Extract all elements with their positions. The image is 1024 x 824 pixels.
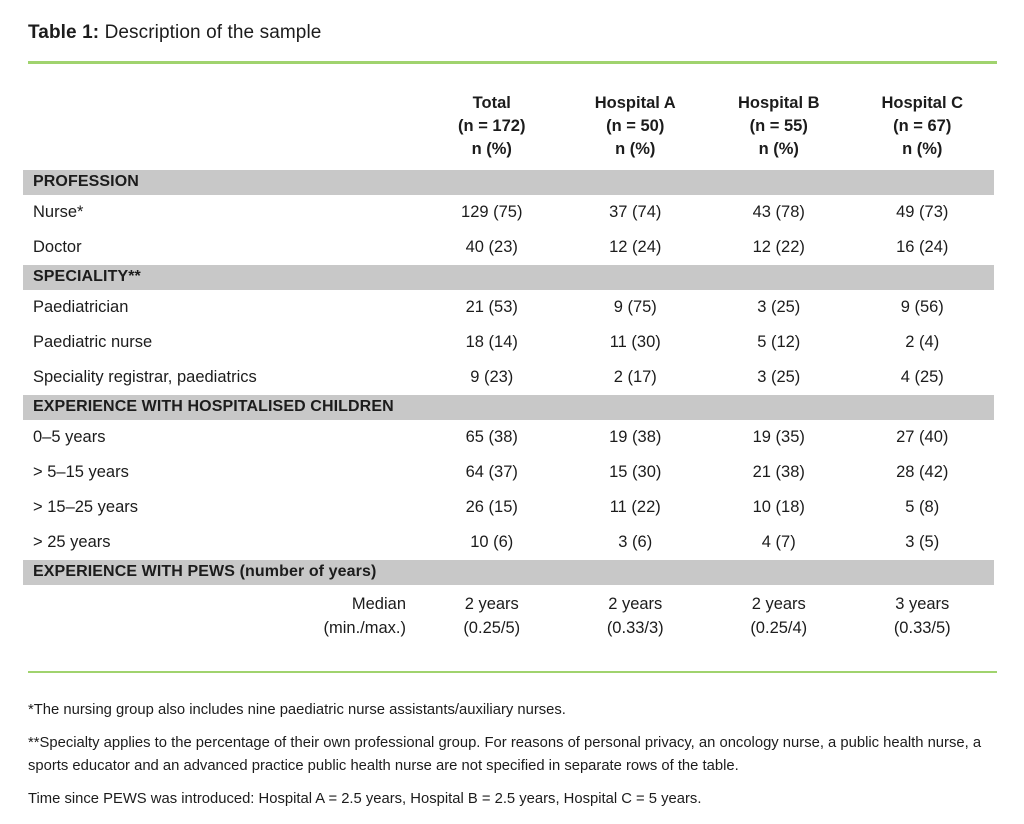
section-header-label: SPECIALITY** — [23, 265, 994, 291]
column-name: Total — [472, 94, 511, 112]
table-row: Speciality registrar, paediatrics 9 (23) 2… — [23, 360, 994, 395]
cell-value: 4 (7) — [761, 533, 796, 552]
cell-value: 5 (12) — [757, 333, 801, 352]
column-n: (n = 67) — [893, 116, 952, 135]
column-header-hospital-a: Hospital A (n = 50) n (%) — [564, 70, 708, 170]
column-name: Hospital B — [737, 94, 820, 112]
column-n: (n = 50) — [606, 116, 665, 135]
cell-value: 3 years (0.33/5) — [893, 595, 951, 638]
column-header-row: Total (n = 172) n (%) Hospital A (n = 50… — [23, 70, 994, 170]
table-row: Median (min./max.) 2 years (0.25/5) 2 year… — [23, 585, 994, 649]
cell-value: 9 (56) — [900, 298, 944, 317]
cell-value: 10 (18) — [752, 498, 805, 517]
column-unit: n (%) — [902, 139, 943, 158]
cell-value: 40 (23) — [465, 238, 518, 257]
cell-value: 3 (5) — [905, 533, 940, 552]
row-label: 0–5 years — [33, 428, 106, 447]
table-row: Doctor 40 (23) 12 (24) 12 (22) 16 (24) — [23, 230, 994, 265]
table-title-text: Description of the sample — [99, 22, 322, 43]
cell-value: 65 (38) — [465, 428, 518, 447]
section-header-label: EXPERIENCE WITH PEWS (number of years) — [23, 560, 994, 586]
column-unit: n (%) — [471, 139, 512, 158]
cell-value: 12 (22) — [752, 238, 805, 257]
cell-value: 21 (53) — [465, 298, 518, 317]
cell-value: 9 (23) — [470, 368, 514, 387]
cell-value: 26 (15) — [465, 498, 518, 517]
cell-value: 9 (75) — [613, 298, 657, 317]
cell-value: 11 (22) — [609, 498, 661, 517]
table-row: 0–5 years 65 (38) 19 (38) 19 (35) 27 (40) — [23, 420, 994, 455]
cell-value: 10 (6) — [470, 533, 514, 552]
cell-value: 3 (25) — [757, 298, 801, 317]
cell-value: 3 (6) — [618, 533, 653, 552]
section-header-row: EXPERIENCE WITH PEWS (number of years) — [23, 560, 994, 586]
cell-value: 19 (38) — [609, 428, 662, 447]
empty-corner-cell — [23, 70, 420, 170]
sample-description-table: Total (n = 172) n (%) Hospital A (n = 50… — [23, 70, 994, 649]
table-row: Paediatrician 21 (53) 9 (75) 3 (25) 9 (56) — [23, 290, 994, 325]
cell-value: 37 (74) — [609, 203, 662, 222]
cell-value: 2 (17) — [613, 368, 657, 387]
section-header-row: EXPERIENCE WITH HOSPITALISED CHILDREN — [23, 395, 994, 421]
cell-value: 2 years (0.25/4) — [750, 595, 808, 638]
cell-value: 3 (25) — [757, 368, 801, 387]
page-title: Table 1: Description of the sample — [28, 22, 998, 44]
cell-value: 12 (24) — [609, 238, 662, 257]
row-label: Doctor — [33, 238, 82, 257]
cell-value: 129 (75) — [461, 203, 523, 222]
footnotes: *The nursing group also includes nine pa… — [28, 699, 993, 810]
column-name: Hospital C — [881, 94, 964, 112]
cell-value: 2 (4) — [905, 333, 940, 352]
column-header-hospital-c: Hospital C (n = 67) n (%) — [851, 70, 995, 170]
cell-value: 18 (14) — [465, 333, 518, 352]
table-number-label: Table 1: — [28, 22, 100, 43]
column-n: (n = 55) — [749, 116, 808, 135]
cell-value: 5 (8) — [905, 498, 940, 517]
cell-value: 64 (37) — [465, 463, 518, 482]
row-label: Median (min./max.) — [323, 595, 407, 638]
table-row: > 25 years 10 (6) 3 (6) 4 (7) 3 (5) — [23, 525, 994, 560]
table-row: Nurse* 129 (75) 37 (74) 43 (78) 49 (73) — [23, 195, 994, 230]
cell-value: 49 (73) — [896, 203, 949, 222]
table-row: Paediatric nurse 18 (14) 11 (30) 5 (12) 2 (4… — [23, 325, 994, 360]
bottom-rule-divider — [28, 671, 997, 674]
section-header-row: PROFESSION — [23, 170, 994, 196]
row-label: Paediatrician — [33, 298, 129, 317]
cell-value: 16 (24) — [896, 238, 949, 257]
row-label: Paediatric nurse — [33, 333, 153, 352]
cell-value: 43 (78) — [752, 203, 805, 222]
cell-value: 27 (40) — [896, 428, 949, 447]
cell-value: 11 (30) — [609, 333, 661, 352]
column-unit: n (%) — [758, 139, 799, 158]
row-label: Nurse* — [33, 203, 84, 222]
column-header-total: Total (n = 172) n (%) — [420, 70, 564, 170]
table-body: PROFESSION Nurse* 129 (75) 37 (74) 43 (78) 49… — [23, 170, 994, 649]
cell-value: 4 (25) — [900, 368, 944, 387]
row-label: > 5–15 years — [33, 463, 129, 482]
section-header-label: PROFESSION — [23, 170, 994, 196]
cell-value: 2 years (0.33/3) — [606, 595, 664, 638]
footnote-pews-introduced: Time since PEWS was introduced: Hospital… — [28, 790, 702, 807]
top-rule-divider — [28, 61, 997, 64]
cell-value: 15 (30) — [609, 463, 662, 482]
row-label: > 15–25 years — [33, 498, 139, 517]
cell-value: 19 (35) — [752, 428, 805, 447]
column-n: (n = 172) — [458, 116, 526, 135]
column-name: Hospital A — [594, 94, 676, 112]
table-row: > 5–15 years 64 (37) 15 (30) 21 (38) 28 (42) — [23, 455, 994, 490]
footnote-specialty: **Specialty applies to the percentage of… — [28, 735, 982, 774]
section-header-row: SPECIALITY** — [23, 265, 994, 291]
column-unit: n (%) — [615, 139, 656, 158]
column-header-hospital-b: Hospital B (n = 55) n (%) — [707, 70, 851, 170]
cell-value: 2 years (0.25/5) — [463, 595, 521, 638]
cell-value: 21 (38) — [752, 463, 805, 482]
section-header-label: EXPERIENCE WITH HOSPITALISED CHILDREN — [23, 395, 994, 421]
row-label: > 25 years — [33, 533, 111, 552]
table-row: > 15–25 years 26 (15) 11 (22) 10 (18) 5 (8) — [23, 490, 994, 525]
footnote-nursing-group: *The nursing group also includes nine pa… — [28, 702, 566, 719]
cell-value: 28 (42) — [896, 463, 949, 482]
row-label: Speciality registrar, paediatrics — [33, 368, 257, 387]
table-header: Total (n = 172) n (%) Hospital A (n = 50… — [23, 70, 994, 170]
